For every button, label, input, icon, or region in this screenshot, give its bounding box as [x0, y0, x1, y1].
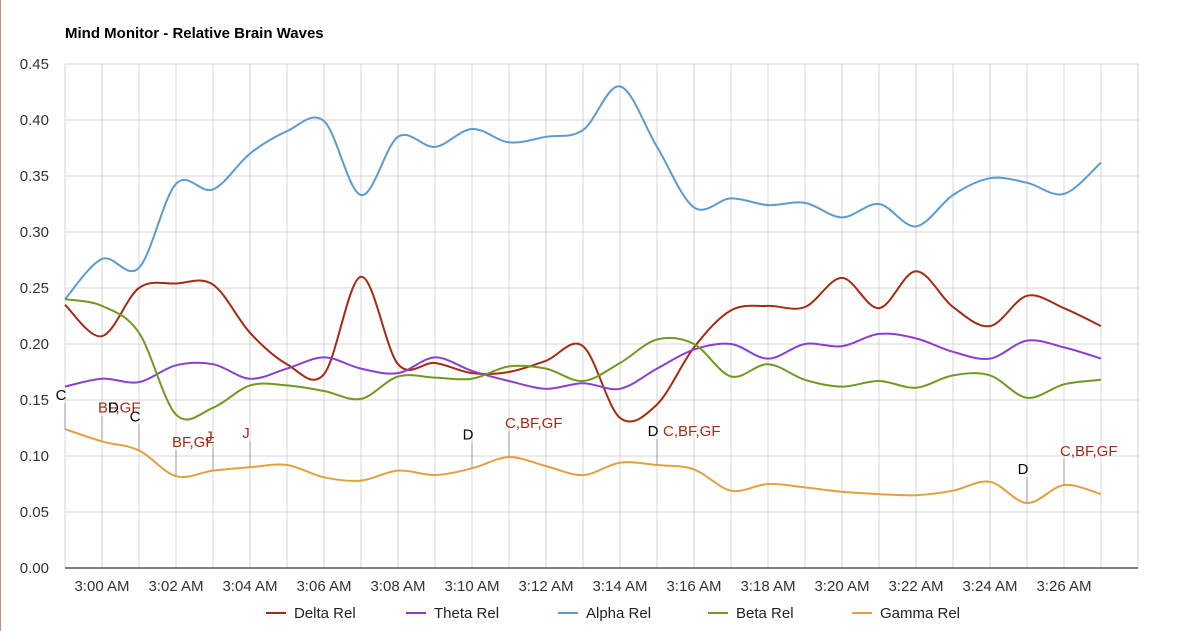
annotation-label[interactable]: BF,GF [172, 434, 215, 451]
annotation-label[interactable]: D [1018, 461, 1029, 478]
legend-item-gamma-rel[interactable]: Gamma Rel [852, 605, 960, 622]
annotation-label[interactable]: C,BF,GF [505, 415, 563, 432]
legend-label: Theta Rel [434, 605, 499, 622]
annotation-label[interactable]: BF,GF [98, 399, 141, 416]
legend-item-beta-rel[interactable]: Beta Rel [708, 605, 794, 622]
annotation-label[interactable]: J [205, 429, 213, 446]
x-tick-label: 3:14 AM [592, 578, 647, 595]
grid-layer [64, 63, 1139, 569]
legend[interactable]: Delta Rel Theta Rel Alpha Rel Beta Rel Gamma… [266, 605, 960, 622]
series-line-theta-rel[interactable] [64, 332, 1102, 391]
x-tick-label: 3:12 AM [518, 578, 573, 595]
x-axis-ticks: 3:00 AM 3:02 AM 3:04 AM 3:06 AM 3:08 AM 3:10 … [74, 578, 1091, 595]
x-tick-label: 3:16 AM [666, 578, 721, 595]
x-tick-label: 3:20 AM [814, 578, 869, 595]
x-tick-label: 3:00 AM [74, 578, 129, 595]
y-tick-label: 0.35 [20, 168, 49, 185]
x-tick-label: 3:10 AM [444, 578, 499, 595]
y-tick-label: 0.05 [20, 504, 49, 521]
legend-label: Alpha Rel [586, 605, 651, 622]
x-tick-label: 3:06 AM [296, 578, 351, 595]
x-tick-label: 3:26 AM [1036, 578, 1091, 595]
legend-item-theta-rel[interactable]: Theta Rel [406, 605, 499, 622]
series-line-beta-rel[interactable] [64, 298, 1102, 421]
legend-label: Gamma Rel [880, 605, 960, 622]
y-tick-label: 0.45 [20, 56, 49, 73]
y-tick-label: 0.15 [20, 392, 49, 409]
annotation-label[interactable]: C,BF,GF [1060, 443, 1118, 460]
legend-label: Delta Rel [294, 605, 356, 622]
x-tick-label: 3:02 AM [148, 578, 203, 595]
series-layer [64, 85, 1102, 505]
annotation-label[interactable]: J [242, 425, 250, 442]
x-tick-label: 3:08 AM [370, 578, 425, 595]
y-axis-ticks: 0.00 0.05 0.10 0.15 0.20 0.25 0.30 0.35 0.40 0.45 [20, 56, 49, 577]
annotation-label[interactable]: C,BF,GF [663, 423, 721, 440]
x-tick-label: 3:24 AM [962, 578, 1017, 595]
annotation-label[interactable]: C [56, 387, 67, 404]
annotation-label[interactable]: C [130, 408, 141, 425]
chart-title: Mind Monitor - Relative Brain Waves [65, 25, 324, 42]
annotation-label[interactable]: D [463, 426, 474, 443]
legend-label: Beta Rel [736, 605, 794, 622]
legend-item-alpha-rel[interactable]: Alpha Rel [558, 605, 651, 622]
annotation-label[interactable]: D [648, 423, 659, 440]
y-tick-label: 0.10 [20, 448, 49, 465]
x-tick-label: 3:04 AM [222, 578, 277, 595]
series-line-delta-rel[interactable] [64, 270, 1102, 423]
series-line-gamma-rel[interactable] [64, 428, 1102, 505]
y-tick-label: 0.30 [20, 224, 49, 241]
series-line-alpha-rel[interactable] [64, 85, 1102, 300]
x-tick-label: 3:22 AM [888, 578, 943, 595]
x-tick-label: 3:18 AM [740, 578, 795, 595]
y-tick-label: 0.40 [20, 112, 49, 129]
y-tick-label: 0.25 [20, 280, 49, 297]
y-tick-label: 0.00 [20, 560, 49, 577]
y-tick-label: 0.20 [20, 336, 49, 353]
annotation-label[interactable]: D [108, 399, 119, 416]
legend-item-delta-rel[interactable]: Delta Rel [266, 605, 356, 622]
